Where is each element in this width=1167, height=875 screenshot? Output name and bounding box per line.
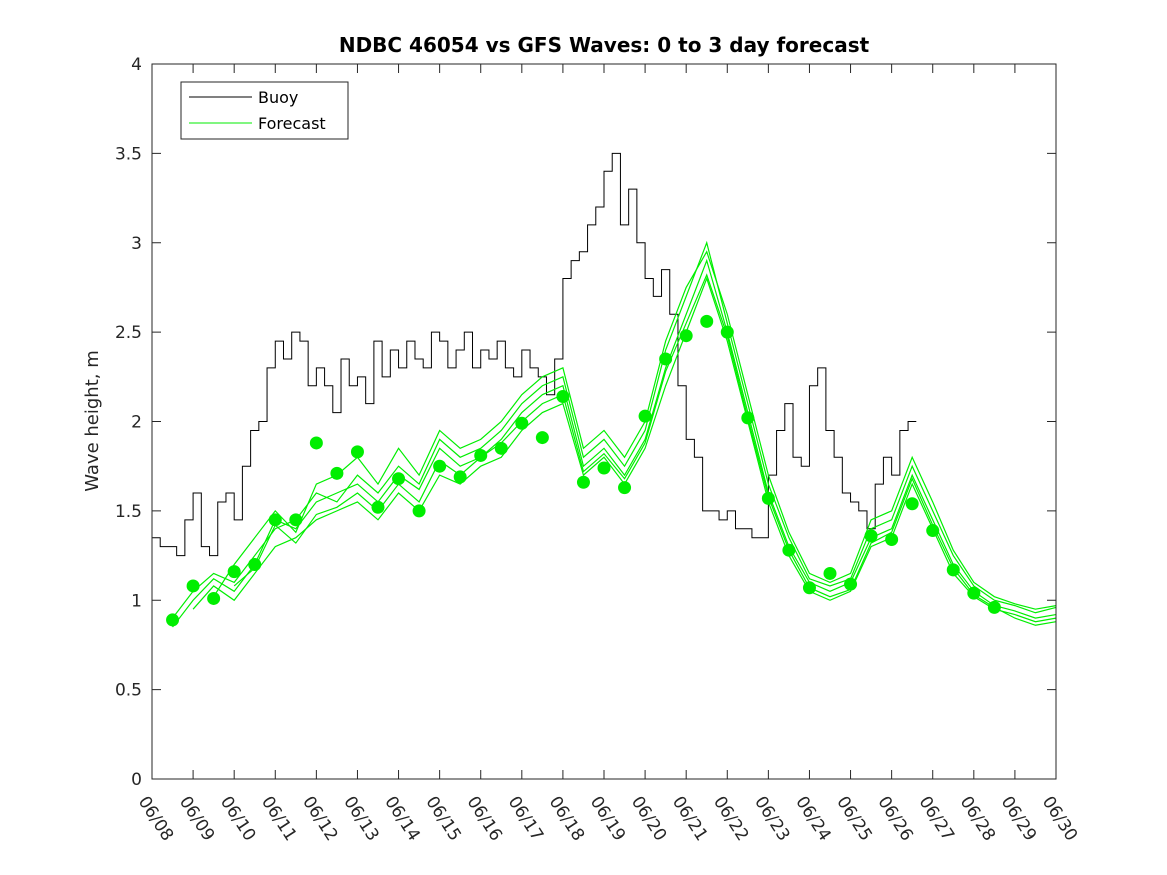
forecast-run-line-3	[192, 276, 1057, 623]
x-tick-label: 06/18	[545, 793, 588, 845]
forecast-point	[864, 529, 878, 543]
x-tick-label: 06/25	[832, 793, 875, 845]
forecast-point	[166, 613, 180, 627]
x-tick-label: 06/08	[134, 793, 177, 845]
chart-title: NDBC 46054 vs GFS Waves: 0 to 3 day fore…	[339, 33, 870, 57]
legend-buoy-label: Buoy	[258, 88, 298, 107]
x-tick-label: 06/16	[463, 793, 506, 845]
x-tick-label: 06/10	[216, 793, 259, 845]
x-tick-label: 06/22	[709, 793, 752, 845]
x-tick-label: 06/20	[627, 793, 670, 845]
forecast-point	[720, 325, 734, 339]
x-tick-label: 06/28	[956, 793, 999, 845]
forecast-point	[844, 577, 858, 591]
y-tick-label: 2	[131, 413, 142, 433]
forecast-point	[494, 441, 508, 455]
x-tick-label: 06/30	[1038, 793, 1081, 845]
forecast-point	[350, 445, 364, 459]
forecast-point	[227, 565, 241, 579]
forecast-point	[433, 459, 447, 473]
forecast-point	[741, 411, 755, 425]
plot-area	[152, 152, 1057, 628]
forecast-point	[556, 389, 570, 403]
forecast-run-line-1	[172, 258, 1057, 628]
buoy-series-line	[152, 152, 917, 557]
forecast-point	[618, 481, 632, 495]
forecast-point	[309, 436, 323, 450]
forecast-point	[268, 513, 282, 527]
forecast-point	[987, 600, 1001, 614]
forecast-run-line-2	[172, 240, 1057, 619]
y-tick-label: 4	[131, 55, 142, 75]
forecast-point	[330, 466, 344, 480]
forecast-point	[926, 524, 940, 538]
x-tick-label: 06/14	[380, 793, 423, 845]
forecast-point	[782, 543, 796, 557]
x-tick-label: 06/09	[175, 793, 218, 845]
legend: Buoy Forecast	[180, 81, 349, 140]
forecast-point	[885, 532, 899, 546]
forecast-point	[186, 579, 200, 593]
forecast-point	[453, 470, 467, 484]
forecast-point	[289, 513, 303, 527]
forecast-point	[412, 504, 426, 518]
forecast-point	[802, 581, 816, 595]
y-tick-label: 1	[131, 591, 142, 611]
forecast-run-line-5	[233, 273, 1057, 626]
x-tick-label: 06/11	[257, 793, 300, 845]
x-tick-label: 06/19	[586, 793, 629, 845]
forecast-point	[474, 448, 488, 462]
x-tick-label: 06/21	[668, 793, 711, 845]
y-axis-label: Wave height, m	[82, 350, 103, 491]
x-tick-label: 06/15	[421, 793, 464, 845]
y-tick-label: 3	[131, 234, 142, 254]
forecast-point	[576, 475, 590, 489]
forecast-point	[905, 497, 919, 511]
forecast-point	[392, 472, 406, 486]
forecast-point	[823, 566, 837, 580]
forecast-point	[207, 591, 221, 605]
forecast-run-line-4	[213, 250, 1057, 610]
forecast-point	[679, 329, 693, 343]
axes-ticks: 00.511.522.533.5406/0806/0906/1006/1106/…	[115, 55, 1081, 845]
forecast-point	[597, 461, 611, 475]
y-tick-label: 2.5	[115, 323, 142, 343]
x-tick-label: 06/17	[504, 793, 547, 845]
y-tick-label: 1.5	[115, 502, 142, 522]
legend-box	[180, 81, 349, 140]
forecast-point	[967, 586, 981, 600]
x-tick-label: 06/12	[298, 793, 341, 845]
forecast-point	[659, 352, 673, 366]
forecast-point	[700, 314, 714, 328]
x-tick-label: 06/27	[915, 793, 958, 845]
forecast-point	[371, 500, 385, 514]
forecast-point	[515, 416, 529, 430]
y-tick-label: 0.5	[115, 681, 142, 701]
x-tick-label: 06/24	[791, 793, 834, 845]
forecast-point	[638, 409, 652, 423]
x-tick-label: 06/13	[339, 793, 382, 845]
forecast-point	[946, 563, 960, 577]
x-tick-label: 06/23	[750, 793, 793, 845]
x-tick-label: 06/29	[997, 793, 1040, 845]
forecast-point	[535, 431, 549, 445]
x-tick-label: 06/26	[873, 793, 916, 845]
legend-forecast-label: Forecast	[258, 114, 326, 133]
y-tick-label: 0	[131, 770, 142, 790]
forecast-point	[761, 491, 775, 505]
forecast-point	[248, 558, 262, 571]
y-tick-label: 3.5	[115, 144, 142, 164]
